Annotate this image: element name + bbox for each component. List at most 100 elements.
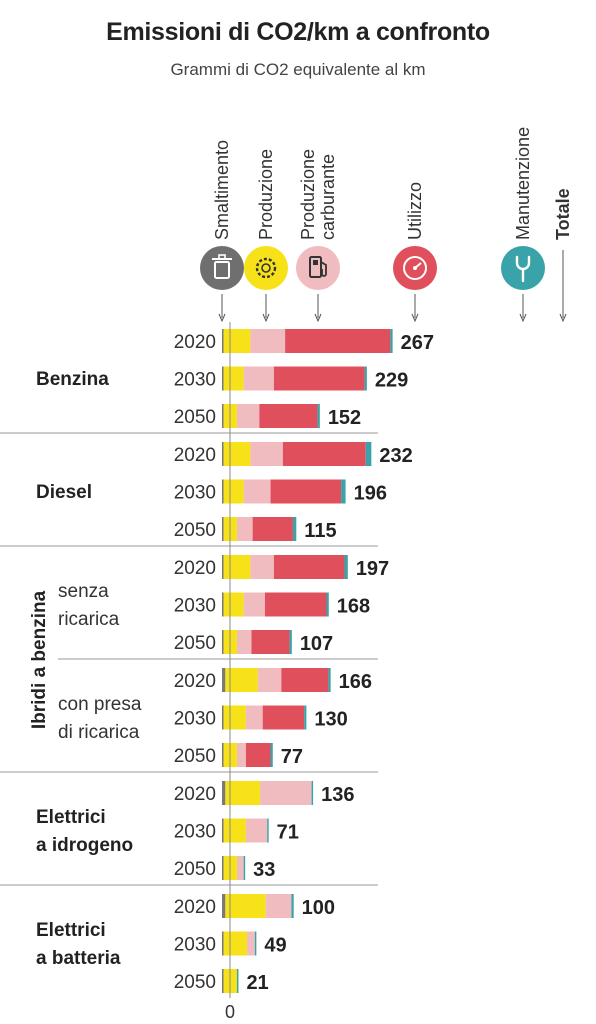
total-value-label: 115 (304, 520, 336, 542)
bar-segment-manutenzione (267, 818, 269, 843)
bar-segment-smaltimento (222, 555, 224, 579)
bar-segment-smaltimento (222, 404, 224, 428)
bar-segment-smaltimento (222, 931, 224, 956)
bar-row: 2030 168 (174, 592, 370, 618)
bar-row: 2030 49 (174, 931, 287, 957)
bar-segment-manutenzione (291, 894, 294, 918)
carburante-label: Produzione (298, 149, 318, 240)
total-value-label: 77 (281, 746, 303, 768)
year-label: 2030 (174, 822, 216, 843)
group-senza-ricarica: 2020 197 2030 168 2050 107 senza ricarica (58, 555, 389, 655)
fuel-pump-icon (296, 246, 340, 290)
group-label: Elettrici (36, 920, 106, 941)
bar-row: 2050 21 (174, 969, 269, 994)
bar-row: 2030 71 (174, 818, 299, 844)
bar-segment-carburante (236, 404, 260, 428)
group-label: a batteria (36, 948, 121, 969)
carburante-label: carburante (318, 154, 338, 240)
trash-icon (200, 246, 244, 290)
bar-segment-smaltimento (222, 517, 224, 541)
bar-segment-produzione (223, 366, 244, 391)
bar-segment-smaltimento (222, 366, 224, 391)
bar-segment-manutenzione (311, 781, 314, 805)
bar-segment-manutenzione (304, 705, 307, 730)
total-value-label: 130 (314, 709, 347, 731)
bar-segment-smaltimento (222, 743, 224, 767)
total-value-label: 71 (277, 822, 299, 844)
total-value-label: 33 (253, 859, 275, 881)
bar-segment-utilizzo (270, 479, 342, 504)
bar-segment-manutenzione (364, 366, 367, 391)
year-label: 2050 (174, 746, 216, 767)
wrench-icon (501, 246, 545, 290)
bar-segment-smaltimento (222, 894, 226, 918)
bar-segment-produzione (223, 479, 244, 504)
year-label: 2020 (174, 784, 216, 805)
bar-row: 2050 107 (174, 630, 333, 655)
bar-row: 2050 77 (174, 743, 303, 768)
bar-segment-produzione (225, 894, 266, 918)
bar-segment-manutenzione (292, 517, 297, 541)
carburante-legend-item: Produzione carburante (296, 149, 340, 323)
bar-segment-produzione (223, 329, 251, 353)
total-value-label: 107 (300, 633, 333, 655)
utilizzo-label: Utilizzo (405, 182, 425, 240)
smaltimento-legend-item: Smaltimento (200, 140, 244, 323)
group-con-presa-di-ricarica: 2020 166 2030 130 2050 77 con presa di ricarica (58, 668, 372, 768)
bar-segment-manutenzione (365, 442, 372, 466)
total-value-label: 168 (337, 596, 370, 618)
total-value-label: 152 (328, 407, 361, 429)
year-label: 2030 (174, 709, 216, 730)
bar-segment-utilizzo (281, 668, 329, 692)
total-value-label: 136 (321, 784, 354, 806)
gear-icon (244, 246, 288, 290)
year-label: 2020 (174, 332, 216, 353)
bar-segment-utilizzo (245, 743, 271, 767)
year-label: 2050 (174, 972, 216, 993)
bar-row: 2050 33 (174, 856, 275, 881)
bar-segment-carburante (247, 931, 255, 956)
total-legend-item: Totale (553, 188, 573, 323)
bar-row: 2020 100 (174, 894, 335, 919)
bar-segment-manutenzione (243, 856, 246, 880)
bar-segment-smaltimento (222, 781, 226, 805)
year-label: 2020 (174, 897, 216, 918)
bar-segment-carburante (260, 781, 312, 805)
year-label: 2050 (174, 859, 216, 880)
group-label: di ricarica (58, 722, 140, 743)
bar-segment-utilizzo (259, 404, 318, 428)
produzione-label: Produzione (256, 149, 276, 240)
bar-segment-carburante (243, 592, 265, 617)
bar-segment-produzione (223, 555, 251, 579)
total-value-label: 197 (356, 558, 389, 580)
year-label: 2020 (174, 671, 216, 692)
bar-segment-smaltimento (222, 630, 224, 654)
bar-segment-manutenzione (344, 555, 348, 579)
bar-segment-manutenzione (289, 630, 292, 654)
year-label: 2030 (174, 596, 216, 617)
total-label: Totale (553, 188, 573, 240)
bar-segment-carburante (257, 668, 282, 692)
group-elettrici-a-idrogeno: 2020 136 2030 71 2050 33 Elettrici a idrogeno (36, 781, 354, 881)
bar-segment-carburante (245, 818, 268, 843)
year-label: 2050 (174, 633, 216, 654)
bar-segment-produzione (223, 592, 244, 617)
chart-subtitle: Grammi di CO2 equivalente al km (170, 60, 426, 79)
total-value-label: 232 (379, 445, 412, 467)
group-benzina: 2020 267 2030 229 2050 152 Benzina (36, 329, 434, 429)
bar-segment-manutenzione (317, 404, 320, 428)
year-label: 2030 (174, 370, 216, 391)
bar-row: 2050 115 (174, 517, 337, 542)
bar-row: 2020 267 (174, 329, 434, 354)
bar-segment-carburante (236, 630, 252, 654)
bar-segment-manutenzione (341, 479, 346, 504)
bar-row: 2030 196 (174, 479, 387, 505)
bar-segment-utilizzo (264, 592, 327, 617)
bar-segment-carburante (250, 442, 283, 466)
bar-row: 2020 166 (174, 668, 372, 693)
year-label: 2020 (174, 558, 216, 579)
bar-segment-carburante (243, 366, 274, 391)
chart-title: Emissioni di CO2/km a confronto (106, 18, 490, 46)
bar-segment-utilizzo (251, 630, 290, 654)
year-label: 2050 (174, 407, 216, 428)
